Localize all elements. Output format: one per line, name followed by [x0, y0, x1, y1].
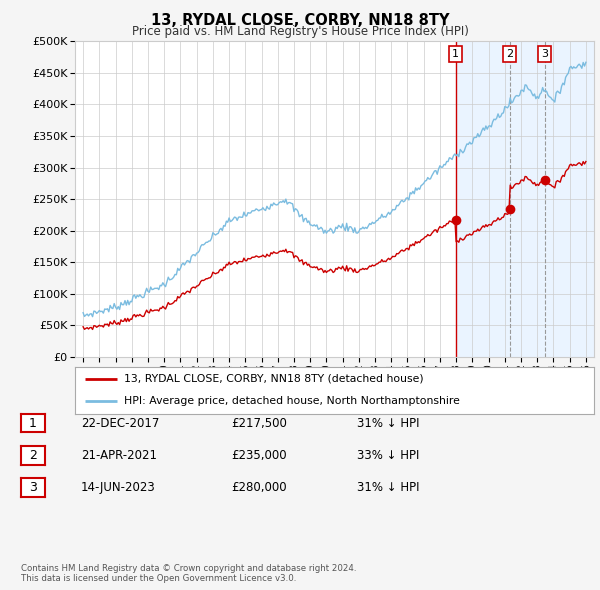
Text: 1: 1 [29, 417, 37, 430]
Text: 22-DEC-2017: 22-DEC-2017 [81, 417, 160, 430]
Text: Price paid vs. HM Land Registry's House Price Index (HPI): Price paid vs. HM Land Registry's House … [131, 25, 469, 38]
Text: £217,500: £217,500 [231, 417, 287, 430]
Text: 33% ↓ HPI: 33% ↓ HPI [357, 449, 419, 462]
Text: 13, RYDAL CLOSE, CORBY, NN18 8TY (detached house): 13, RYDAL CLOSE, CORBY, NN18 8TY (detach… [124, 374, 424, 384]
Text: 1: 1 [452, 49, 459, 59]
Text: HPI: Average price, detached house, North Northamptonshire: HPI: Average price, detached house, Nort… [124, 396, 460, 407]
Text: 21-APR-2021: 21-APR-2021 [81, 449, 157, 462]
Text: 31% ↓ HPI: 31% ↓ HPI [357, 481, 419, 494]
Text: £280,000: £280,000 [231, 481, 287, 494]
Text: 14-JUN-2023: 14-JUN-2023 [81, 481, 156, 494]
Text: £235,000: £235,000 [231, 449, 287, 462]
Text: Contains HM Land Registry data © Crown copyright and database right 2024.: Contains HM Land Registry data © Crown c… [21, 565, 356, 573]
Text: 3: 3 [541, 49, 548, 59]
Text: 3: 3 [29, 481, 37, 494]
Text: 13, RYDAL CLOSE, CORBY, NN18 8TY: 13, RYDAL CLOSE, CORBY, NN18 8TY [151, 13, 449, 28]
Text: 31% ↓ HPI: 31% ↓ HPI [357, 417, 419, 430]
Text: This data is licensed under the Open Government Licence v3.0.: This data is licensed under the Open Gov… [21, 574, 296, 583]
Text: 2: 2 [506, 49, 513, 59]
Bar [455, 41, 594, 357]
Text: 2: 2 [29, 449, 37, 462]
